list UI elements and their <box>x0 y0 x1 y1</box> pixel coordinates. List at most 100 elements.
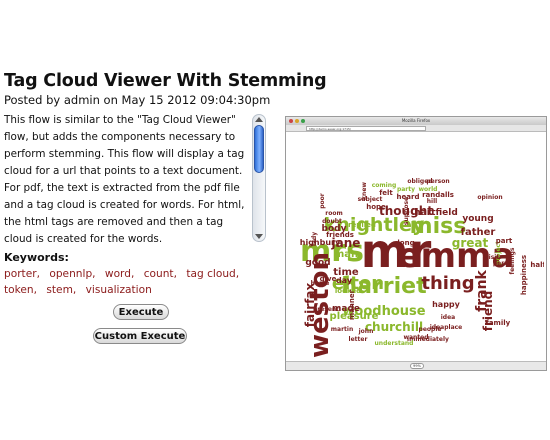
scroll-thumb[interactable] <box>254 125 264 173</box>
tag-cloud-word: party <box>397 186 415 193</box>
tag-cloud-word: frank <box>474 269 490 311</box>
tag-cloud-word: doubt <box>322 218 342 225</box>
keyword-link[interactable]: visualization <box>85 284 152 296</box>
flow-description: This flow is similar to the "Tag Cloud V… <box>4 114 245 245</box>
tag-cloud-word: felt <box>379 189 393 197</box>
tag-cloud-word: friend <box>481 291 495 332</box>
tag-cloud-word: letter <box>349 336 368 343</box>
posted-by-line: Posted by admin on May 15 2012 09:04:30p… <box>4 93 271 107</box>
tag-cloud-word: good <box>305 258 330 268</box>
description-panel: This flow is similar to the "Tag Cloud V… <box>4 112 266 245</box>
browser-url-field: http://demo.seasr.org:1715/ <box>306 126 426 131</box>
tag-cloud-word: friends <box>326 231 354 239</box>
keywords-list: porter, opennlp, word, count, tag cloud,… <box>4 266 266 298</box>
keyword-link[interactable]: opennlp, <box>49 268 96 280</box>
tag-cloud-word: home <box>311 280 330 287</box>
tag-cloud-word: fairfax <box>303 283 317 328</box>
window-controls-icon <box>289 119 305 123</box>
keyword-link[interactable]: tag cloud, <box>186 268 240 280</box>
tag-cloud-word: ideaplace <box>430 324 463 331</box>
tag-cloud-word: part <box>496 237 513 245</box>
tag-cloud-word: give <box>320 275 337 283</box>
tag-cloud-word: manner <box>348 289 356 320</box>
tag-cloud-word: mrs <box>300 234 364 269</box>
tag-cloud-word: pleasure <box>330 311 379 322</box>
tag-cloud-word: idea <box>441 314 455 321</box>
tag-cloud-word: replied <box>348 221 376 229</box>
tag-cloud-word: immediately <box>407 336 449 343</box>
keyword-link[interactable]: stem, <box>46 284 77 296</box>
tag-cloud-word: emma <box>398 236 515 276</box>
tag-cloud-word: poor <box>319 193 326 209</box>
tag-cloud-word: room <box>325 210 342 217</box>
tag-cloud-word: understand <box>375 340 414 347</box>
browser-toolbar: http://demo.seasr.org:1715/ <box>286 125 546 132</box>
tag-cloud-word: people <box>419 326 442 333</box>
tag-cloud-word: woodhouse <box>342 304 425 319</box>
tag-cloud-word: day <box>336 276 353 285</box>
tag-cloud-word: time <box>333 267 359 278</box>
tag-cloud-word: knightley <box>324 214 425 236</box>
tag-cloud-word: hartfield <box>414 208 458 218</box>
tag-cloud-word: weston <box>305 252 335 358</box>
tag-cloud-word: body <box>322 224 347 234</box>
tag-cloud-word: family <box>486 319 511 327</box>
keyword-link[interactable]: count, <box>143 268 177 280</box>
scroll-down-arrow-icon[interactable] <box>255 234 263 239</box>
tag-cloud-word: jane <box>331 236 361 250</box>
tag-cloud-word: opinion <box>477 194 502 201</box>
tag-cloud-word: harriet <box>341 274 427 299</box>
tag-cloud-word: mr <box>361 224 432 278</box>
browser-status-bar: 99% <box>286 361 546 370</box>
tag-cloud-word: happiness <box>520 255 528 295</box>
browser-title-bar: Mozilla Firefox <box>286 117 546 125</box>
tag-cloud-word: feelings <box>509 247 516 274</box>
tag-cloud-word: wanted <box>403 334 428 341</box>
tag-cloud-word: long <box>397 239 414 247</box>
tag-cloud-word: young <box>462 214 493 224</box>
zoom-indicator: 99% <box>410 363 424 369</box>
tag-cloud-word: coming <box>372 182 397 189</box>
tag-cloud-word: miss <box>410 214 467 239</box>
tag-cloud-word: john <box>358 328 374 335</box>
tag-cloud-word: knew <box>361 182 368 200</box>
tag-cloud-word: visit <box>485 254 500 261</box>
tag-cloud-area: mr emma mrs miss harriet weston knightley elton… <box>288 135 544 361</box>
tag-cloud-word: churchill <box>365 320 423 334</box>
description-scrollbar[interactable] <box>252 114 266 242</box>
tag-cloud-word: made <box>332 304 360 314</box>
keyword-link[interactable]: token, <box>4 284 37 296</box>
tag-cloud-word: martin <box>331 326 353 333</box>
custom-execute-button[interactable]: Custom Execute <box>93 328 187 344</box>
tag-cloud-word: present <box>313 306 339 313</box>
keyword-link[interactable]: porter, <box>4 268 40 280</box>
tag-cloud-word: looked <box>335 287 361 295</box>
tag-cloud-word: half <box>530 261 544 269</box>
tag-cloud-word: lady <box>311 232 318 246</box>
keyword-link[interactable]: word, <box>104 268 135 280</box>
tag-cloud-word: man <box>334 249 358 260</box>
tag-cloud-word: project <box>495 241 502 265</box>
tag-cloud-word: hill <box>427 198 437 205</box>
tag-cloud-screenshot: Mozilla Firefox http://demo.seasr.org:17… <box>285 116 547 371</box>
tag-cloud-word: great <box>452 236 489 250</box>
tag-cloud-word: obliged <box>407 178 432 185</box>
keywords-label: Keywords: <box>4 251 69 264</box>
tag-cloud-word: thought <box>379 204 433 218</box>
tag-cloud-word: happy <box>432 300 461 309</box>
tag-cloud-word: subject <box>358 196 383 203</box>
tag-cloud-word: randalls <box>422 191 454 199</box>
tag-cloud-word: world <box>419 186 438 193</box>
page-title: Tag Cloud Viewer With Stemming <box>4 71 327 91</box>
tag-cloud-word: heard <box>397 193 420 201</box>
scroll-up-arrow-icon[interactable] <box>255 117 263 122</box>
tag-cloud-word: elton <box>332 273 384 294</box>
tag-cloud-word: father <box>461 227 496 238</box>
tag-cloud-word: highbury <box>300 238 341 247</box>
browser-window-title: Mozilla Firefox <box>401 118 431 123</box>
execute-button[interactable]: Execute <box>113 304 169 320</box>
tag-cloud-word: person <box>426 178 449 185</box>
tag-cloud-word: perry <box>493 260 511 267</box>
tag-cloud-word: suppose <box>403 197 410 225</box>
